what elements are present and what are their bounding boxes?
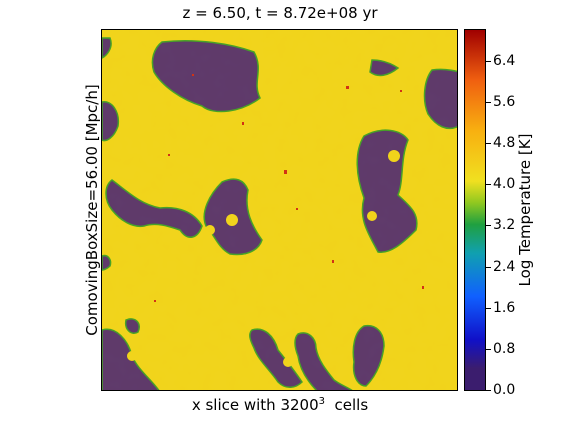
x-axis-label-suffix: cells bbox=[325, 396, 369, 414]
colorbar-tick bbox=[486, 390, 491, 391]
x-axis-label-text: x slice with 3200 bbox=[191, 396, 319, 414]
colorbar bbox=[464, 29, 486, 391]
colorbar-tick-label: 4.0 bbox=[493, 176, 516, 193]
hot-spot bbox=[296, 208, 298, 210]
hot-spot bbox=[168, 154, 170, 156]
colorbar-tick-label: 3.2 bbox=[493, 217, 516, 234]
texture-overlay bbox=[102, 30, 457, 390]
colorbar-tick-label: 6.4 bbox=[493, 52, 516, 69]
colorbar-tick bbox=[486, 348, 491, 350]
hot-spot bbox=[192, 74, 194, 76]
hot-spot bbox=[400, 90, 402, 92]
colorbar-tick bbox=[486, 266, 491, 268]
colorbar-tick-label: 1.6 bbox=[493, 299, 516, 316]
colorbar-tick bbox=[486, 102, 491, 103]
y-axis-label: ComovingBoxSize=56.00 [Mpc/h] bbox=[83, 84, 101, 336]
hot-spot bbox=[346, 86, 349, 89]
colorbar-tick bbox=[486, 143, 491, 145]
hot-spot bbox=[242, 122, 244, 125]
colorbar-tick bbox=[486, 225, 491, 227]
hot-spot bbox=[284, 170, 287, 174]
temperature-map bbox=[102, 30, 457, 390]
colorbar-tick-label: 0.0 bbox=[493, 382, 516, 398]
x-axis-label-exponent: 3 bbox=[318, 396, 325, 407]
colorbar-tick-label: 2.4 bbox=[493, 258, 516, 275]
colorbar-tick bbox=[486, 307, 491, 309]
colorbar-tick bbox=[486, 184, 491, 186]
colorbar-tick-label: 5.6 bbox=[493, 94, 516, 110]
colorbar-label: Log Temperature [K] bbox=[516, 133, 534, 287]
plot-title: z = 6.50, t = 8.72e+08 yr bbox=[182, 4, 378, 22]
hot-spot bbox=[154, 300, 156, 302]
x-axis-label: x slice with 32003 cells bbox=[100, 396, 460, 414]
colorbar-tick bbox=[486, 60, 491, 62]
hot-spot bbox=[422, 286, 424, 289]
hot-spots bbox=[154, 74, 424, 302]
colorbar-tick-label: 4.8 bbox=[493, 135, 516, 152]
temperature-slice-image bbox=[101, 29, 458, 391]
colorbar-tick-label: 0.8 bbox=[493, 340, 516, 357]
colorbar-gradient bbox=[465, 30, 485, 390]
hot-spot bbox=[332, 260, 334, 263]
